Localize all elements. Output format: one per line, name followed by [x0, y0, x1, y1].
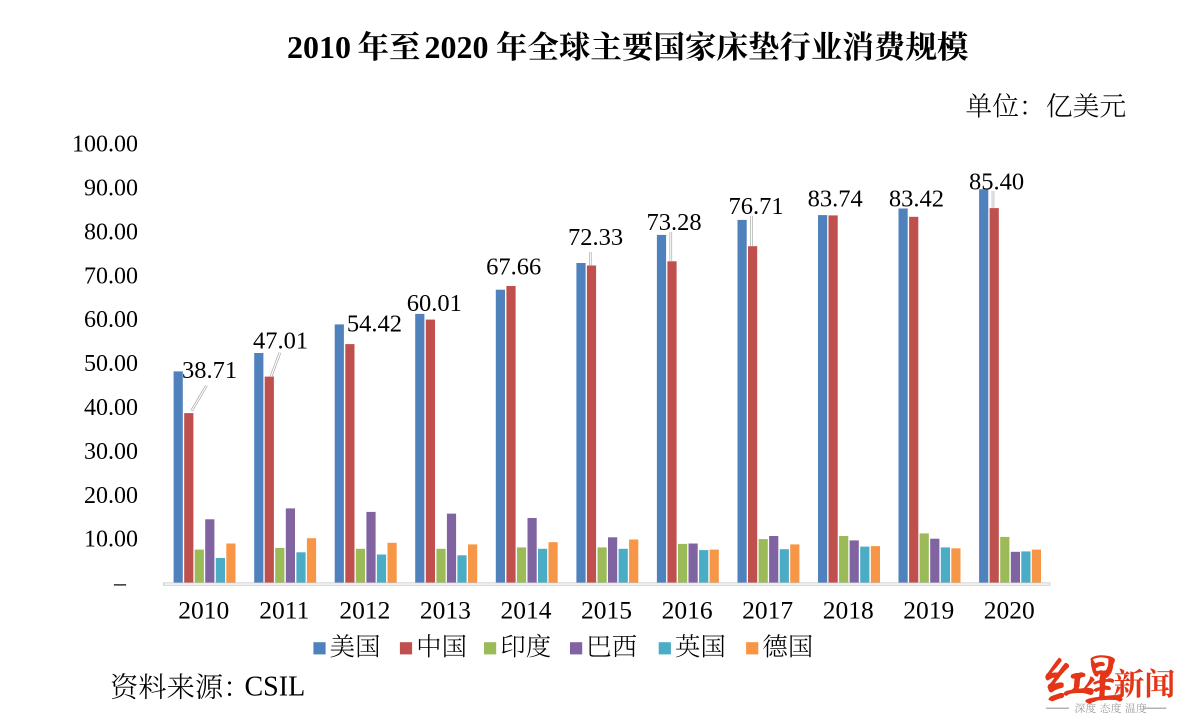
svg-text:80.00: 80.00	[84, 219, 138, 245]
svg-text:20.00: 20.00	[84, 483, 138, 509]
svg-text:10.00: 10.00	[84, 527, 138, 553]
svg-text:2010: 2010	[287, 29, 351, 65]
svg-text:2020: 2020	[984, 596, 1035, 625]
svg-text:–: –	[113, 571, 127, 597]
svg-text:2011: 2011	[259, 596, 309, 625]
svg-text:60.01: 60.01	[407, 290, 462, 317]
svg-text:83.74: 83.74	[808, 186, 863, 213]
svg-text:2012: 2012	[339, 596, 390, 625]
svg-text:2018: 2018	[823, 596, 874, 625]
svg-text:85.40: 85.40	[969, 168, 1024, 195]
svg-text:60.00: 60.00	[84, 307, 138, 333]
svg-text:83.42: 83.42	[889, 186, 944, 213]
svg-text:2019: 2019	[903, 596, 954, 625]
svg-text:70.00: 70.00	[84, 263, 138, 289]
svg-text:54.42: 54.42	[347, 311, 402, 338]
svg-text:90.00: 90.00	[84, 176, 138, 202]
svg-text:2014: 2014	[501, 596, 552, 625]
svg-text:73.28: 73.28	[646, 209, 701, 236]
svg-text:100.00: 100.00	[72, 132, 138, 158]
svg-text:2016: 2016	[662, 596, 713, 625]
svg-text:67.66: 67.66	[486, 253, 541, 280]
svg-text:2013: 2013	[420, 596, 471, 625]
svg-text:50.00: 50.00	[84, 351, 138, 377]
svg-text:2020: 2020	[425, 29, 489, 65]
svg-text:47.01: 47.01	[253, 328, 308, 355]
svg-text:72.33: 72.33	[568, 224, 623, 251]
svg-text:2017: 2017	[742, 596, 793, 625]
svg-text:40.00: 40.00	[84, 395, 138, 421]
svg-text:2015: 2015	[581, 596, 632, 625]
svg-text:76.71: 76.71	[728, 193, 783, 220]
svg-text:2010: 2010	[178, 596, 229, 625]
svg-text:38.71: 38.71	[182, 357, 237, 384]
svg-text:CSIL: CSIL	[245, 672, 306, 703]
svg-text:30.00: 30.00	[84, 439, 138, 465]
